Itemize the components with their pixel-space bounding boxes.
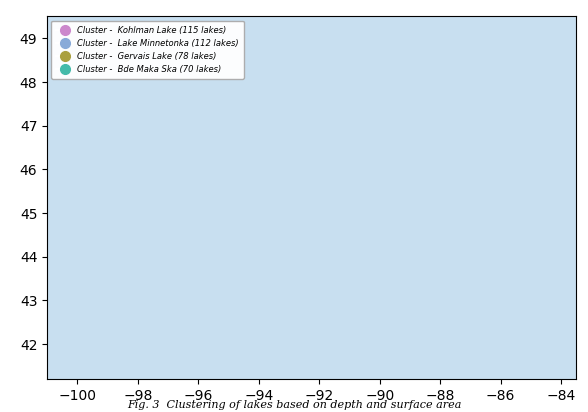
Text: Fig. 3  Clustering of lakes based on depth and surface area: Fig. 3 Clustering of lakes based on dept… [127, 400, 461, 410]
Legend: Cluster -  Kohlman Lake (115 lakes), Cluster -  Lake Minnetonka (112 lakes), Clu: Cluster - Kohlman Lake (115 lakes), Clus… [51, 21, 243, 79]
